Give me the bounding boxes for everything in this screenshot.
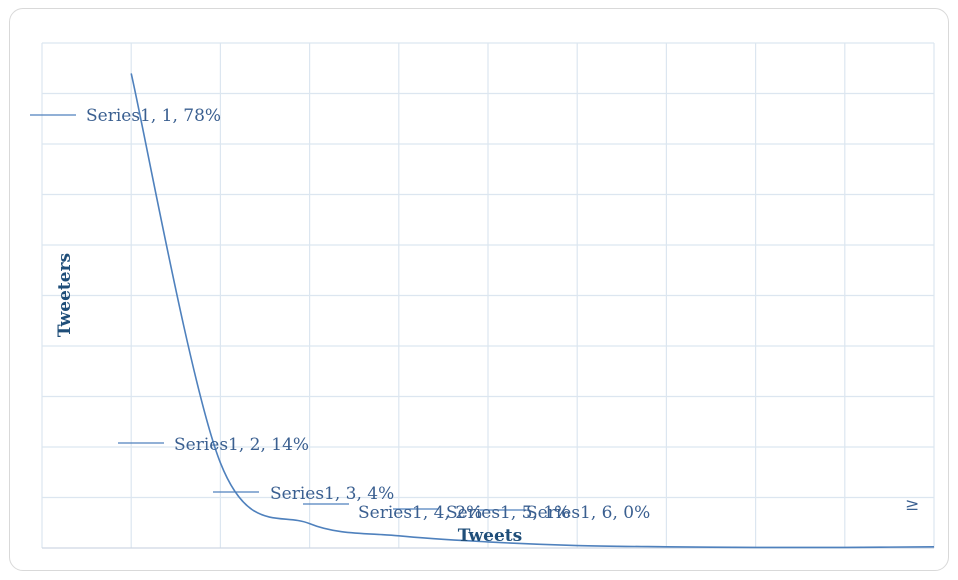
data-label-leaders	[30, 114, 526, 511]
data-label: Series1, 6, 0%	[526, 503, 650, 523]
data-labels: Series1, 1, 78% Series1, 2, 14% Series1, 3…	[86, 106, 650, 523]
x-axis-extra-tick: ≥	[905, 495, 919, 515]
gridlines	[41, 42, 935, 549]
series1-line	[130, 73, 935, 549]
data-label: Series1, 4, 2%	[358, 503, 482, 523]
chart-frame	[9, 8, 949, 571]
data-label: Series1, 3, 4%	[270, 484, 394, 504]
data-label: Series1, 5, 1%	[446, 503, 570, 523]
data-label: Series1, 2, 14%	[174, 435, 309, 455]
x-axis-title: Tweets	[458, 526, 522, 546]
y-axis-title: Tweeters	[55, 253, 75, 337]
data-label: Series1, 1, 78%	[86, 106, 221, 126]
